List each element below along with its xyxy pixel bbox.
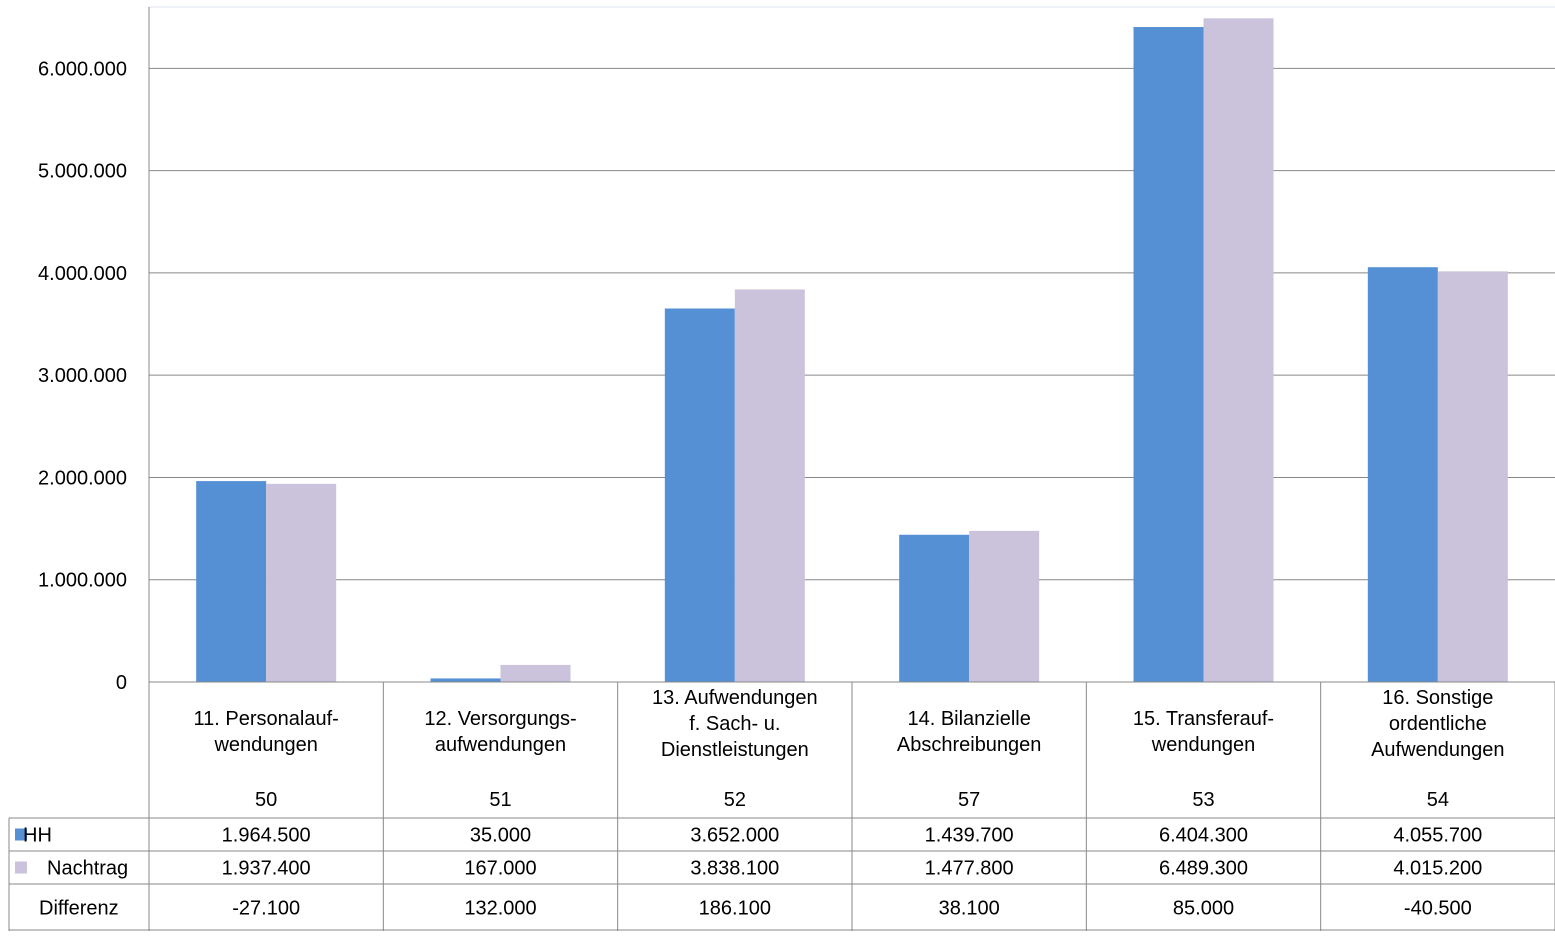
bar-hh-53 (1133, 27, 1204, 683)
table-cell-hh-51: 35.000 (470, 825, 531, 847)
table-cell-nachtrag-57: 1.477.800 (925, 858, 1014, 880)
legend-label-hh: HH (23, 825, 52, 847)
bar-hh-52 (664, 308, 735, 682)
bar-nachtrag-52 (734, 289, 805, 682)
table-cell-nachtrag-54: 4.015.200 (1393, 858, 1482, 880)
legend-swatch-hh (15, 828, 27, 841)
bar-hh-51 (430, 678, 501, 682)
table-cell-hh-53: 6.404.300 (1159, 825, 1248, 847)
table-cell-differenz-53: 85.000 (1173, 898, 1234, 920)
category-label-53: wendungen (1151, 734, 1255, 756)
y-tick-label: 2.000.000 (38, 467, 127, 489)
table-cell-hh-57: 1.439.700 (925, 825, 1014, 847)
y-tick-label: 4.000.000 (38, 263, 127, 285)
table-cell-hh-52: 3.652.000 (690, 825, 779, 847)
category-code-54: 54 (1427, 789, 1449, 811)
table-cell-hh-54: 4.055.700 (1393, 825, 1482, 847)
legend-label-nachtrag: Nachtrag (47, 858, 128, 880)
category-code-57: 57 (958, 789, 980, 811)
category-label-52: 13. Aufwendungen (652, 687, 818, 709)
category-label-52: f. Sach- u. (689, 713, 780, 735)
bar-nachtrag-51 (500, 664, 571, 682)
category-label-54: 16. Sonstige (1382, 687, 1493, 709)
legend-swatch-nachtrag (15, 861, 27, 874)
y-tick-label: 5.000.000 (38, 161, 127, 183)
table-cell-differenz-50: -27.100 (232, 898, 300, 920)
category-code-51: 51 (489, 789, 511, 811)
table-cell-nachtrag-50: 1.937.400 (222, 858, 311, 880)
category-code-53: 53 (1192, 789, 1214, 811)
table-cell-nachtrag-53: 6.489.300 (1159, 858, 1248, 880)
category-label-53: 15. Transferauf- (1133, 708, 1274, 730)
bar-hh-50 (196, 481, 267, 682)
category-code-52: 52 (724, 789, 746, 811)
category-label-57: Abschreibungen (897, 734, 1042, 756)
table-cell-differenz-51: 132.000 (464, 898, 536, 920)
bar-nachtrag-50 (266, 483, 337, 682)
table-cell-differenz-54: -40.500 (1404, 898, 1472, 920)
category-label-54: Aufwendungen (1371, 739, 1504, 761)
table-cell-nachtrag-52: 3.838.100 (690, 858, 779, 880)
category-label-51: aufwendungen (435, 734, 566, 756)
category-label-50: wendungen (213, 734, 317, 756)
table-cell-hh-50: 1.964.500 (222, 825, 311, 847)
bar-hh-54 (1367, 267, 1438, 682)
table-cell-nachtrag-51: 167.000 (464, 858, 536, 880)
table-cell-differenz-57: 38.100 (939, 898, 1000, 920)
bar-hh-57 (899, 534, 970, 682)
legend-label-differenz: Differenz (39, 898, 119, 920)
y-tick-label: 3.000.000 (38, 365, 127, 387)
category-label-51: 12. Versorgungs- (424, 708, 576, 730)
bar-nachtrag-53 (1203, 18, 1274, 682)
category-label-52: Dienstleistungen (661, 739, 809, 761)
category-label-50: 11. Personalauf- (194, 708, 339, 730)
bar-nachtrag-54 (1437, 271, 1508, 682)
category-code-50: 50 (255, 789, 277, 811)
y-tick-label: 1.000.000 (38, 570, 127, 592)
y-tick-label: 6.000.000 (38, 58, 127, 80)
category-label-57: 14. Bilanzielle (907, 708, 1030, 730)
bar-nachtrag-57 (969, 530, 1040, 682)
category-label-54: ordentliche (1389, 713, 1487, 735)
table-cell-differenz-52: 186.100 (699, 898, 771, 920)
y-tick-label: 0 (116, 672, 127, 694)
